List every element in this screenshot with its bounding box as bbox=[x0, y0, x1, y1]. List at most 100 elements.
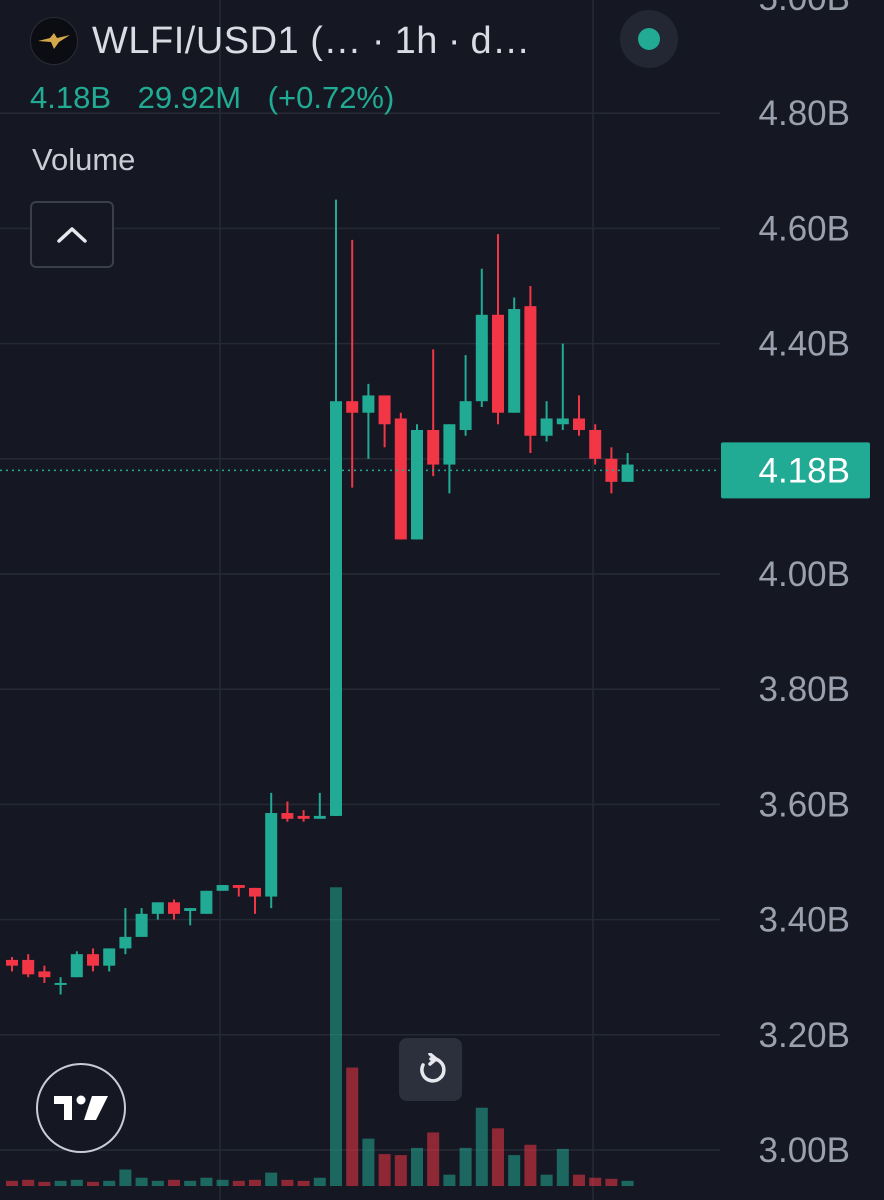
live-status-button[interactable] bbox=[620, 10, 678, 68]
volume-bar bbox=[378, 1154, 391, 1186]
volume-bar bbox=[621, 1180, 634, 1186]
exchange-label[interactable]: d… bbox=[470, 19, 531, 62]
price-axis-tick-label: 4.40B bbox=[759, 325, 850, 364]
volume-bar bbox=[281, 1179, 294, 1186]
volume-bar bbox=[362, 1138, 375, 1186]
symbol-name[interactable]: WLFI/USD1 (… bbox=[92, 19, 362, 62]
volume-bar bbox=[524, 1144, 537, 1186]
volume-bar bbox=[184, 1180, 197, 1186]
volume-bar bbox=[70, 1179, 83, 1186]
candle-body bbox=[378, 395, 391, 425]
volume-bar bbox=[313, 1177, 326, 1186]
candle-body bbox=[54, 982, 67, 985]
last-price-tag-label: 4.18B bbox=[759, 451, 850, 490]
volume-bar bbox=[540, 1174, 553, 1186]
volume-bar bbox=[22, 1179, 35, 1186]
price-axis[interactable]: 3.00B3.20B3.40B3.60B3.80B4.00B4.20B4.40B… bbox=[721, 0, 870, 1170]
volume-bar bbox=[265, 1172, 278, 1186]
candle-body bbox=[249, 887, 261, 897]
candle-body bbox=[70, 954, 83, 978]
candle-body bbox=[6, 959, 18, 966]
candle-body bbox=[411, 430, 423, 540]
candle-body bbox=[281, 813, 294, 819]
candle-body bbox=[330, 401, 342, 816]
collapse-indicators-button[interactable] bbox=[30, 201, 114, 268]
volume-bar bbox=[573, 1174, 585, 1186]
candle-body bbox=[427, 430, 440, 465]
candle-body bbox=[605, 458, 618, 482]
volume-bar bbox=[119, 1169, 132, 1186]
candle-body bbox=[265, 813, 278, 897]
price-axis-tick-label: 4.00B bbox=[759, 555, 850, 594]
volume-indicator-label[interactable]: Volume bbox=[32, 142, 136, 177]
volume-bar bbox=[168, 1179, 180, 1186]
candle-body bbox=[459, 401, 472, 430]
symbol-header[interactable]: WLFI/USD1 (… · 1h · d… bbox=[30, 12, 531, 70]
candle-body bbox=[216, 885, 229, 891]
candle-body bbox=[443, 424, 456, 465]
candle-body bbox=[573, 418, 585, 430]
last-price-tag bbox=[721, 442, 870, 499]
candle-body bbox=[362, 395, 375, 413]
volume-bar bbox=[330, 887, 342, 1186]
price-axis-tick-label: 5.00B bbox=[759, 0, 850, 18]
candle-body bbox=[200, 890, 213, 914]
volume-bar bbox=[443, 1174, 456, 1186]
candle-body bbox=[38, 971, 51, 978]
price-axis-tick-label: 3.80B bbox=[759, 670, 850, 709]
candle-body bbox=[540, 418, 553, 436]
price-axis-tick-label: 3.00B bbox=[759, 1131, 850, 1170]
chevron-up-icon bbox=[57, 226, 87, 243]
volume-bar bbox=[605, 1178, 618, 1186]
volume-bars bbox=[6, 887, 634, 1186]
volume-bar bbox=[508, 1155, 521, 1186]
volume-bar bbox=[216, 1179, 229, 1186]
candle-body bbox=[589, 430, 602, 459]
eagle-logo-icon bbox=[30, 17, 78, 65]
candle-body bbox=[313, 815, 326, 819]
reset-chart-button[interactable] bbox=[399, 1038, 462, 1101]
candle-body bbox=[475, 314, 488, 402]
last-value: 4.18B bbox=[30, 80, 112, 115]
candle-body bbox=[151, 902, 164, 914]
candle-body bbox=[119, 936, 132, 949]
separator: · bbox=[447, 19, 461, 62]
candle-body bbox=[524, 306, 537, 436]
reset-chart-icon bbox=[419, 1052, 446, 1083]
candle-body bbox=[297, 815, 310, 819]
interval-label[interactable]: 1h bbox=[394, 19, 438, 62]
candle-body bbox=[508, 309, 521, 413]
price-axis-tick-label: 4.60B bbox=[759, 209, 850, 248]
volume-bar bbox=[151, 1180, 164, 1186]
candle-body bbox=[87, 954, 99, 966]
candles bbox=[6, 199, 634, 995]
volume-bar bbox=[427, 1132, 440, 1186]
candle-body bbox=[556, 418, 569, 425]
volume-bar bbox=[411, 1147, 423, 1186]
price-axis-tick-label: 3.20B bbox=[759, 1016, 850, 1055]
change-percent: (+0.72%) bbox=[267, 80, 395, 115]
candle-body bbox=[621, 464, 634, 482]
candle-body bbox=[232, 885, 245, 888]
volume-bar bbox=[6, 1180, 18, 1186]
candle-body bbox=[394, 418, 407, 540]
separator: · bbox=[371, 19, 385, 62]
volume-bar bbox=[54, 1180, 67, 1186]
volume-bar bbox=[297, 1180, 310, 1186]
price-axis-tick-label: 4.80B bbox=[759, 94, 850, 133]
candle-body bbox=[184, 908, 197, 911]
candle-body bbox=[103, 948, 116, 966]
volume-bar bbox=[232, 1180, 245, 1186]
volume-bar bbox=[38, 1181, 51, 1186]
volume-bar bbox=[346, 1067, 359, 1186]
price-axis-tick-label: 3.60B bbox=[759, 785, 850, 824]
price-axis-tick-label: 3.40B bbox=[759, 901, 850, 940]
tradingview-logo-icon[interactable] bbox=[36, 1063, 126, 1153]
change-value: 29.92M bbox=[137, 80, 242, 115]
volume-bar bbox=[589, 1177, 602, 1186]
volume-bar bbox=[103, 1180, 116, 1186]
volume-bar bbox=[200, 1177, 213, 1186]
volume-bar bbox=[475, 1107, 488, 1186]
ohlc-stats: 4.18B 29.92M (+0.72%) bbox=[30, 80, 412, 116]
